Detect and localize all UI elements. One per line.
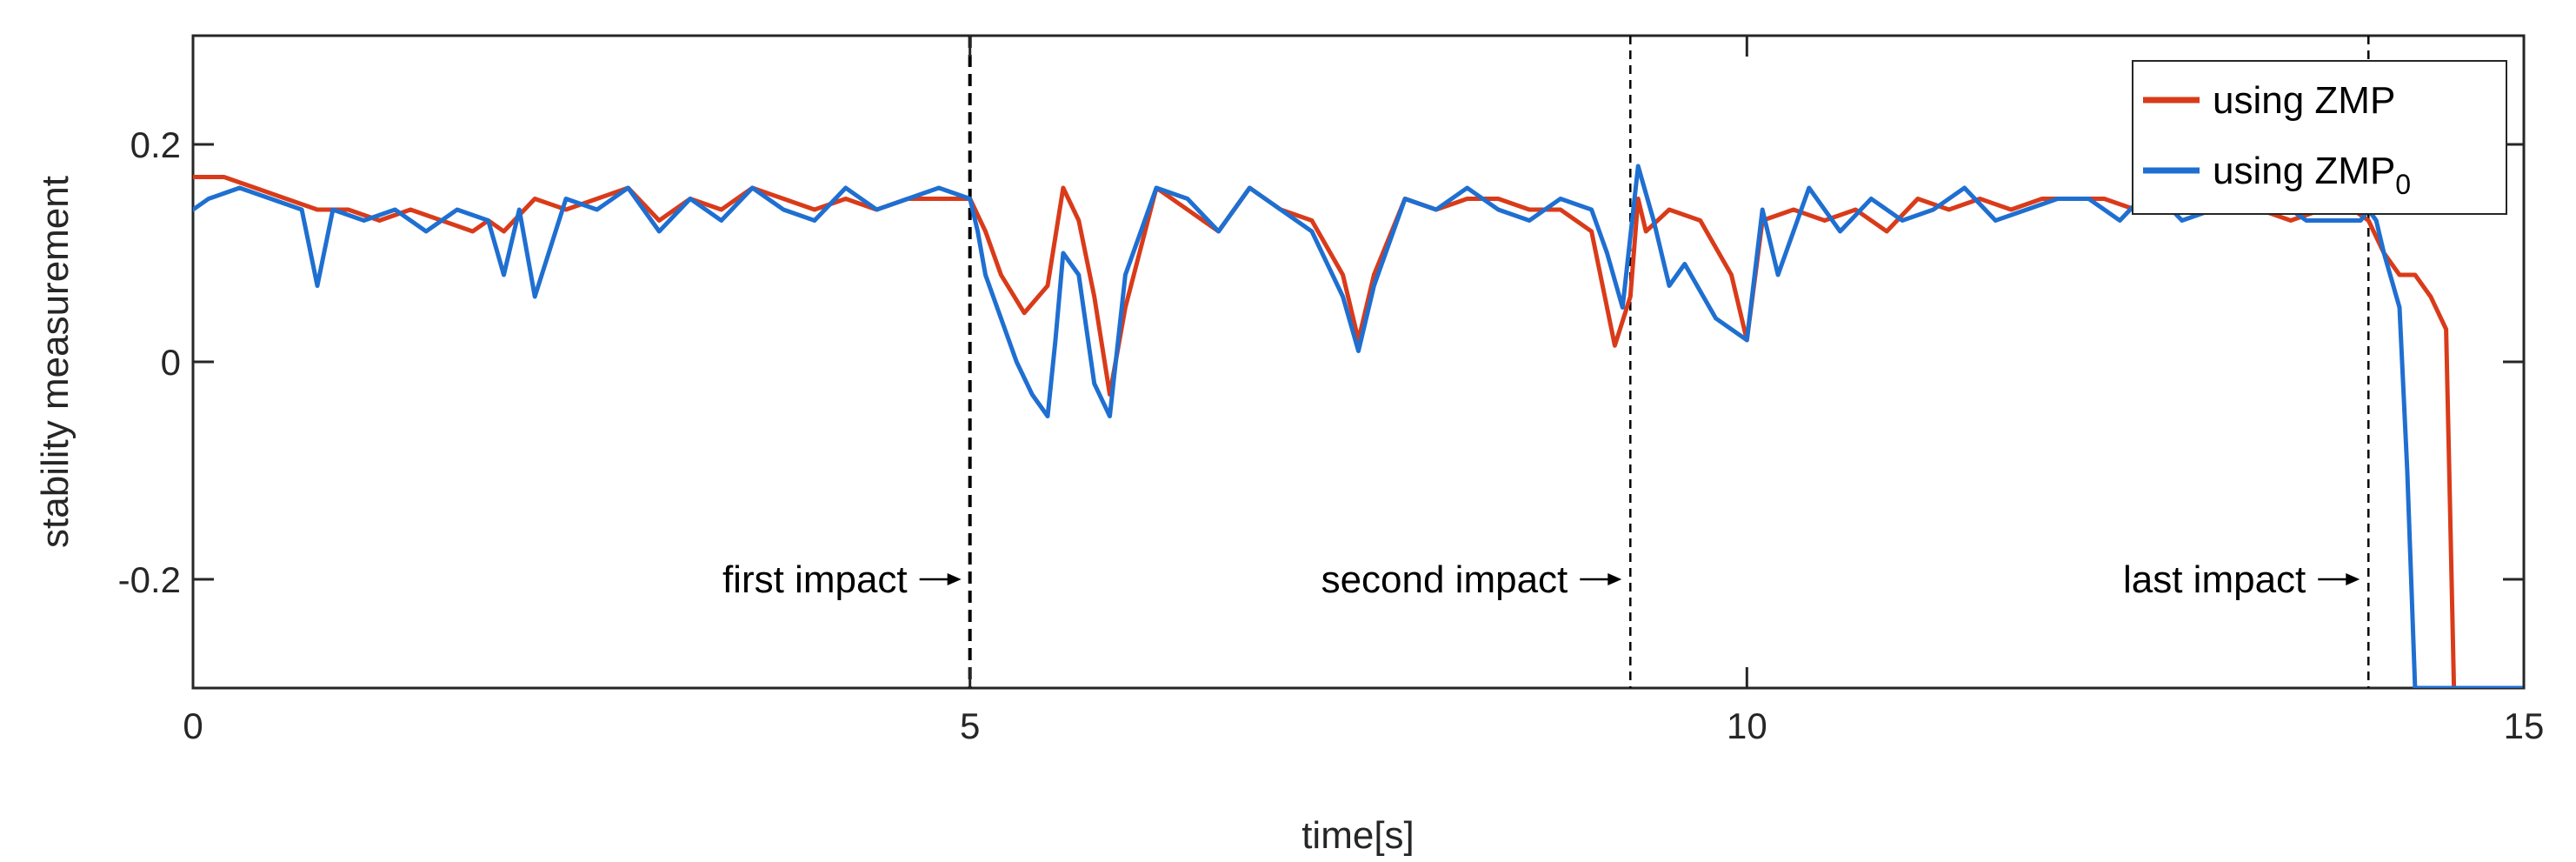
legend-label-zmp0-main: using ZMP	[2213, 150, 2395, 192]
impact-annotations: first impact second impact last impact	[722, 558, 2360, 601]
annotation-arrowhead-1	[1608, 573, 1622, 585]
legend: using ZMP using ZMP0	[2132, 60, 2507, 215]
axis-ticks: 0 5 10 15 0.2 0 -0.2	[118, 36, 2545, 746]
y-axis-label: stability measurement	[34, 176, 77, 548]
legend-label-zmp: using ZMP	[2213, 79, 2395, 122]
annotation-arrowhead-2	[2346, 573, 2360, 585]
annotation-label-2: last impact	[2123, 558, 2306, 601]
x-axis-label: time[s]	[1301, 814, 1414, 857]
y-tick-label: 0	[161, 342, 181, 383]
x-tick-label: 15	[2504, 705, 2545, 746]
annotation-label-0: first impact	[722, 558, 908, 601]
annotation-arrowhead-0	[947, 573, 962, 585]
x-tick-label: 0	[183, 705, 203, 746]
x-tick-label: 10	[1727, 705, 1767, 746]
series-line-zmp0	[193, 164, 2524, 688]
legend-box	[2132, 60, 2507, 215]
y-tick-label: -0.2	[118, 559, 181, 600]
series-layer	[193, 164, 2524, 688]
annotation-label-1: second impact	[1321, 558, 1568, 601]
y-tick-label: 0.2	[130, 124, 181, 165]
legend-label-zmp0: using ZMP0	[2213, 150, 2411, 200]
legend-label-zmp0-sub: 0	[2395, 169, 2411, 200]
x-tick-label: 5	[960, 705, 980, 746]
